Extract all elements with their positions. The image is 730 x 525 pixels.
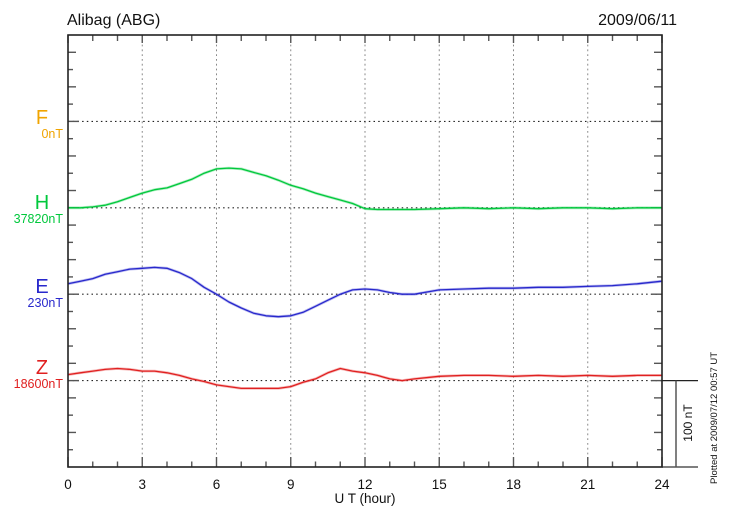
scale-bar bbox=[662, 380, 698, 468]
component-label-Z: Z bbox=[36, 357, 48, 379]
x-tick-label: 12 bbox=[357, 477, 372, 492]
date-label: 2009/06/11 bbox=[598, 12, 677, 29]
baseline-value-F: 0nT bbox=[41, 127, 63, 141]
plotted-at-note: Plotted at 2009/07/12 00:57 UT bbox=[709, 352, 720, 484]
x-tick-label: 6 bbox=[213, 477, 221, 492]
baseline-value-Z: 18600nT bbox=[14, 377, 64, 391]
x-tick-label: 0 bbox=[64, 477, 72, 492]
curve-Z bbox=[67, 367, 662, 390]
curve-H bbox=[68, 167, 662, 211]
vertical-gridlines bbox=[141, 35, 589, 467]
component-label-E: E bbox=[35, 276, 48, 298]
x-tick-labels: 0 3 6 9 12 15 18 21 24 bbox=[64, 477, 670, 492]
x-tick-label: 3 bbox=[138, 477, 146, 492]
plot-border bbox=[67, 34, 663, 468]
component-label-H: H bbox=[35, 192, 49, 214]
scale-bar-label: 100 nT bbox=[681, 404, 695, 442]
data-curves bbox=[67, 166, 663, 390]
page-title: Alibag (ABG) bbox=[67, 12, 160, 29]
baseline-value-H: 37820nT bbox=[14, 212, 64, 226]
x-axis-label: U T (hour) bbox=[334, 491, 395, 506]
baseline-value-E: 230nT bbox=[28, 296, 64, 310]
x-tick-label: 15 bbox=[432, 477, 447, 492]
x-tick-label: 18 bbox=[506, 477, 521, 492]
x-tick-label: 9 bbox=[287, 477, 295, 492]
curve-E bbox=[67, 266, 663, 318]
x-tick-label: 21 bbox=[580, 477, 595, 492]
component-label-F: F bbox=[36, 107, 48, 129]
x-tick-label: 24 bbox=[654, 477, 670, 492]
